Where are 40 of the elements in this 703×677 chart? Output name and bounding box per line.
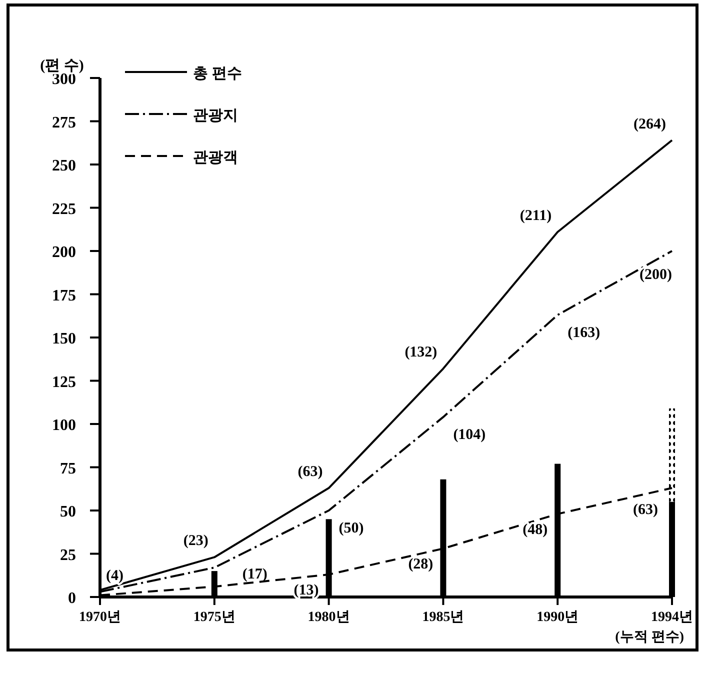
legend-label: 총 편수: [193, 66, 242, 82]
data-label: (132): [404, 344, 438, 361]
y-tick-label: 300: [52, 71, 76, 88]
y-tick-label: 275: [52, 114, 76, 132]
data-label: (28): [408, 556, 434, 573]
y-tick-label: 125: [52, 374, 76, 391]
legend-label: 관광지: [193, 108, 238, 124]
data-label: (163): [568, 325, 600, 342]
data-label: (211): [520, 208, 552, 224]
y-tick-label: 150: [52, 330, 76, 348]
x-tick-label: 1990년: [536, 610, 579, 625]
data-label: (4): [106, 568, 124, 584]
data-label: (63): [633, 502, 658, 518]
y-axis-title: (편 수): [40, 58, 84, 74]
data-label: (48): [522, 522, 548, 538]
y-tick-label: 75: [60, 460, 76, 478]
y-tick-label: 200: [52, 244, 76, 261]
legend-label: 관광객: [193, 150, 238, 166]
data-label: (63): [298, 464, 323, 480]
y-tick-label: 250: [52, 158, 76, 174]
data-label: (13): [294, 582, 319, 599]
data-label: (17): [242, 566, 268, 583]
data-label: (23): [183, 533, 208, 550]
x-tick-label: 1980년: [308, 610, 350, 625]
y-tick-label: 225: [52, 200, 76, 218]
y-tick-label: 100: [52, 417, 76, 434]
bar: [669, 408, 675, 502]
data-label: (264): [634, 116, 666, 132]
x-tick-label: 1985년: [422, 610, 464, 625]
x-axis-title: (누적 편수): [615, 630, 684, 645]
data-label: (104): [453, 427, 486, 444]
x-tick-label: 1994년: [651, 610, 693, 625]
data-label: (200): [640, 267, 672, 283]
y-tick-label: 25: [60, 546, 76, 564]
data-label: (50): [338, 520, 364, 536]
x-tick-label: 1970년: [79, 610, 121, 625]
y-tick-label: 175: [52, 287, 76, 304]
y-tick-label: 50: [60, 504, 76, 520]
y-tick-label: 0: [68, 590, 76, 607]
x-tick-label: 1975년: [193, 610, 236, 625]
